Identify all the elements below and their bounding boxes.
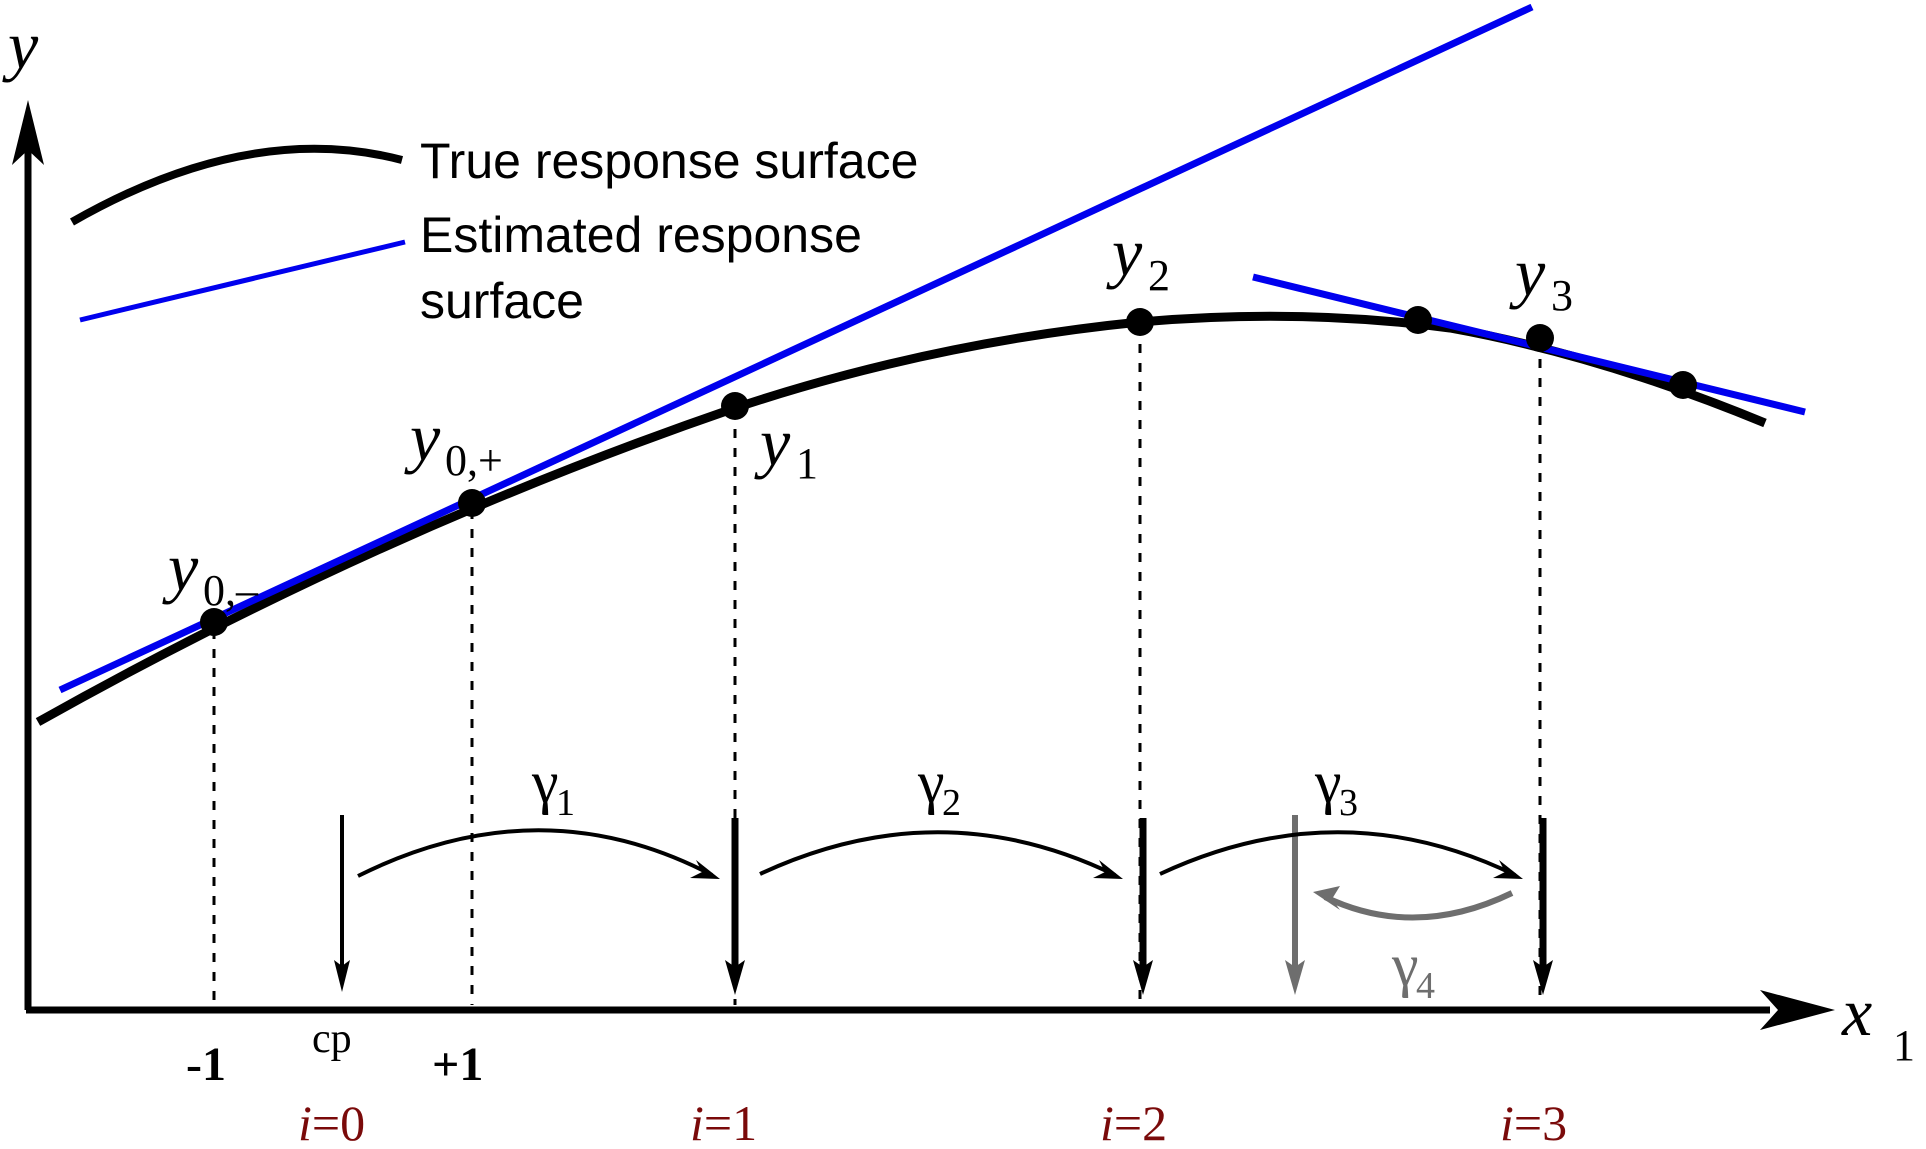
legend-estimated-label-line1: Estimated response	[420, 207, 862, 263]
marker-i1-arrowhead	[725, 960, 745, 995]
tick-cp: cp	[312, 1016, 352, 1062]
point-y3	[1526, 324, 1554, 352]
label-y0-plus: y	[404, 399, 441, 475]
iteration-labels: i=0 i=1 i=2 i=3	[298, 1095, 1567, 1149]
tick-plus-one: +1	[432, 1038, 483, 1091]
label-y0-minus: y	[162, 529, 199, 605]
legend: True response surface Estimated response…	[70, 133, 918, 329]
legend-true-label: True response surface	[420, 133, 918, 189]
label-y3: y	[1509, 234, 1546, 310]
label-y0-plus-sub: 0,+	[445, 436, 503, 485]
point-y0-plus	[458, 489, 486, 517]
label-y1: y	[754, 404, 791, 480]
step-arcs	[357, 828, 1523, 921]
point-local-2	[1669, 371, 1697, 399]
iteration-i1: i=1	[690, 1095, 757, 1149]
legend-true-swatch	[70, 144, 404, 226]
legend-estimated-label-line2: surface	[420, 273, 584, 329]
axes: y x 1	[2, 7, 1915, 1070]
iteration-i0: i=0	[298, 1095, 365, 1149]
label-gamma4: γ	[1391, 932, 1419, 998]
label-gamma1: γ	[531, 749, 559, 815]
label-y0-minus-sub: 0,–	[203, 566, 259, 615]
arc-gamma2-arrowhead	[1093, 860, 1123, 879]
label-y2-sub: 2	[1148, 251, 1170, 300]
arc-gamma3-arrowhead	[1493, 860, 1523, 879]
marker-i2-arrowhead	[1133, 960, 1153, 995]
step-labels: γ 1 γ 2 γ 3 γ 4	[531, 749, 1435, 1007]
point-labels: y 0,– y 0,+ y 1 y 2 y 3	[162, 214, 1573, 615]
true-response-curve	[35, 311, 1767, 726]
label-gamma3-sub: 3	[1339, 782, 1358, 824]
marker-cp-arrowhead	[334, 960, 350, 992]
tick-minus-one: -1	[186, 1038, 226, 1091]
label-y3-sub: 3	[1551, 271, 1573, 320]
point-local-1	[1404, 306, 1432, 334]
marker-i3-arrowhead	[1533, 960, 1553, 995]
x-axis-arrowhead	[1760, 990, 1835, 1030]
label-gamma2-sub: 2	[942, 782, 961, 824]
label-gamma4-sub: 4	[1416, 965, 1435, 1007]
point-y1	[721, 392, 749, 420]
arc-gamma4	[1323, 890, 1514, 921]
arc-gamma3	[1159, 830, 1516, 877]
y-axis-label: y	[2, 7, 39, 83]
label-y1-sub: 1	[796, 439, 818, 488]
arc-gamma1	[357, 828, 713, 878]
iteration-i3: i=3	[1500, 1095, 1567, 1149]
estimated-response-line-main	[58, 3, 1534, 694]
marker-gamma4-arrowhead	[1285, 960, 1305, 995]
arc-gamma1-arrowhead	[690, 860, 720, 879]
point-y2	[1126, 308, 1154, 336]
x-axis-label-sub: 1	[1893, 1021, 1915, 1070]
x-axis-label: x	[1841, 974, 1872, 1050]
iteration-i2: i=2	[1100, 1095, 1167, 1149]
legend-estimated-swatch	[79, 239, 406, 323]
y-axis-arrowhead	[12, 100, 44, 165]
arc-gamma2	[759, 830, 1116, 877]
label-gamma2: γ	[917, 749, 945, 815]
point-y0-minus	[200, 608, 228, 636]
label-y2: y	[1106, 214, 1143, 290]
observation-points	[200, 306, 1697, 636]
step-markers	[334, 815, 1553, 995]
label-gamma1-sub: 1	[556, 782, 575, 824]
tick-labels: -1 cp +1	[186, 1016, 483, 1091]
label-gamma3: γ	[1314, 749, 1342, 815]
arc-gamma4-arrowhead	[1313, 886, 1340, 910]
